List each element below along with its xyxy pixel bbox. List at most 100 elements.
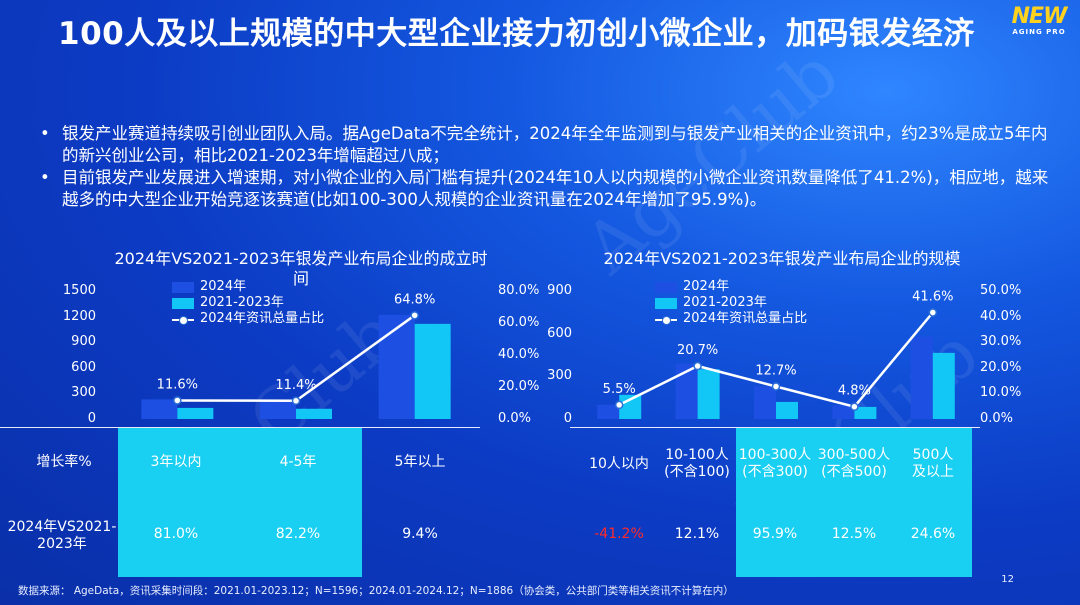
line-point [614, 400, 624, 410]
legend-label: 2024年资讯总量占比 [200, 311, 325, 326]
y2-axis-tick: 40.0% [980, 308, 1022, 324]
legend-right: 2024年 2021-2023年 2024年资讯总量占比 [655, 279, 807, 327]
table-highlight-right [736, 428, 972, 577]
legend-label: 2021-2023年 [683, 295, 767, 310]
bar-2021-2023 [697, 369, 720, 419]
table-cell: 9.4% [402, 525, 438, 542]
table-cell: 10人以内 [589, 455, 649, 472]
bar-2024 [910, 336, 933, 419]
table-row-label: 2024年VS2021-2023年 [7, 519, 117, 552]
table-cell: 82.2% [275, 525, 321, 542]
legend-label: 2024年 [683, 279, 730, 294]
legend-item: 2024年资讯总量占比 [655, 311, 807, 327]
table-cell: 100-300人 (不含300) [738, 447, 812, 480]
legend-label: 2021-2023年 [200, 295, 284, 310]
line-point [410, 311, 419, 320]
bar-2021-2023 [854, 406, 877, 419]
table-cell: 3年以内 [150, 453, 202, 470]
y-axis-tick: 300 [71, 385, 96, 401]
y2-axis-tick: 80.0% [498, 283, 540, 298]
bar-2024 [260, 400, 296, 419]
table-cell: 10-100人 (不含100) [664, 447, 730, 480]
table-cell: 5年以上 [394, 453, 446, 470]
table-divider-right [570, 427, 980, 428]
y2-axis-tick: 0.0% [498, 411, 532, 426]
bullet-item: • 银发产业赛道持续吸引创业团队入局。据AgeData不完全统计，2024年全年监… [40, 123, 1050, 167]
bullet-list: • 银发产业赛道持续吸引创业团队入局。据AgeData不完全统计，2024年全年监… [40, 123, 1050, 211]
chart-title-right: 2024年VS2021-2023年银发产业布局企业的规模 [603, 249, 961, 268]
legend-item: 2021-2023年 [655, 295, 807, 311]
table-cell: 24.6% [910, 525, 956, 542]
y2-axis-tick: 20.0% [980, 359, 1022, 375]
y-axis-tick: 600 [71, 359, 96, 375]
legend-item: 2024年 [172, 279, 324, 295]
line-point [850, 402, 859, 411]
logo: NEW AGING PRO [1010, 6, 1068, 40]
bar-2021-2023 [414, 323, 451, 419]
point-label: 4.8% [838, 384, 871, 399]
data-source-footer: 数据来源： AgeData，资讯采集时间段：2021.01-2023.12；N=… [18, 585, 734, 597]
line-point [291, 396, 301, 406]
logo-main: NEW [1011, 4, 1068, 29]
y-axis-tick: 900 [71, 334, 96, 350]
table-cell: 95.9% [752, 525, 798, 542]
y-axis-tick: 0 [87, 411, 96, 426]
table-cell: 81.0% [153, 525, 199, 542]
y2-axis-tick: 60.0% [498, 315, 540, 330]
legend-label: 2024年资讯总量占比 [683, 311, 808, 326]
y-axis-tick: 1200 [62, 308, 96, 324]
page-title: 100人及以上规模的中大型企业接力初创小微企业，加码银发经济 [58, 16, 975, 52]
table-divider-left [0, 427, 480, 428]
y2-axis-tick: 30.0% [980, 334, 1022, 350]
y-axis-tick: 600 [547, 325, 572, 341]
y-axis-tick: 900 [547, 283, 572, 298]
table-highlight-left [118, 428, 362, 577]
line-point [928, 308, 938, 317]
table-cell: 4-5年 [279, 453, 317, 470]
y2-axis-tick: 50.0% [980, 283, 1022, 298]
chart-title-left: 2024年VS2021-2023年银发产业布局企业的成立时间 [114, 249, 488, 288]
bar-2024 [141, 399, 178, 419]
y-axis-tick: 300 [547, 368, 572, 384]
bullet-text: 银发产业赛道持续吸引创业团队入局。据AgeData不完全统计，2024年全年监测… [62, 124, 1048, 165]
legend-item: 2021-2023年 [172, 295, 324, 311]
legend-item: 2024年 [655, 279, 807, 295]
table-cell: 12.5% [831, 525, 877, 542]
y2-axis-tick: 0.0% [980, 411, 1014, 426]
y-axis-tick: 0 [563, 411, 572, 426]
table-cell: 12.1% [674, 525, 720, 542]
bar-2024 [754, 386, 776, 419]
y2-axis-tick: 20.0% [498, 379, 540, 394]
line-point [693, 361, 702, 371]
legend-label: 2024年 [200, 279, 247, 294]
bar-2024 [675, 363, 698, 419]
bar-2024 [378, 314, 415, 419]
point-label: 11.6% [157, 377, 198, 392]
bar-2024 [832, 405, 855, 419]
legend-left: 2024年 2021-2023年 2024年资讯总量占比 [172, 279, 324, 327]
bullet-item: • 目前银发产业发展进入增速期，对小微企业的入局门槛有提升(2024年10人以内规… [40, 168, 1049, 209]
table-cell: 500人 及以上 [912, 447, 954, 480]
point-label: 20.7% [677, 343, 718, 358]
table-header-label: 增长率% [36, 453, 92, 470]
bar-2021-2023 [177, 407, 214, 419]
logo-sub: AGING PRO [1012, 28, 1066, 36]
bar-2021-2023 [296, 408, 332, 419]
table-cell: 300-500人 (不含500) [817, 447, 891, 480]
bar-2021-2023 [932, 352, 955, 419]
line-point [173, 396, 182, 405]
point-label: 11.4% [275, 378, 316, 393]
point-label: 5.5% [603, 382, 636, 397]
y2-axis-tick: 10.0% [980, 385, 1022, 401]
bar-2024 [597, 404, 620, 419]
bullet-text: 目前银发产业发展进入增速期，对小微企业的入局门槛有提升(2024年10人以内规模… [62, 168, 1049, 209]
page-number: 12 [1001, 574, 1014, 585]
y2-axis-tick: 40.0% [498, 347, 540, 362]
table-cell-negative: -41.2% [594, 525, 644, 542]
line-point [771, 382, 781, 391]
point-label: 12.7% [755, 363, 796, 378]
point-label: 41.6% [912, 290, 953, 305]
bar-2021-2023 [776, 401, 798, 419]
point-label: 64.8% [394, 292, 435, 307]
